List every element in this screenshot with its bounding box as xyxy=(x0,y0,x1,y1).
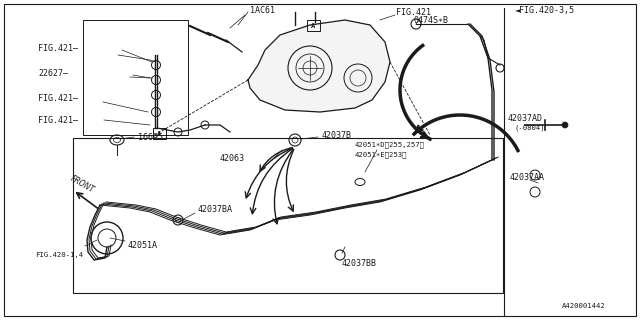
Text: 42051A: 42051A xyxy=(128,241,158,250)
Text: FIG.421—: FIG.421— xyxy=(38,116,78,124)
Text: 42037BB: 42037BB xyxy=(342,259,377,268)
Text: A: A xyxy=(157,131,162,137)
Text: FIG.420-1,4: FIG.420-1,4 xyxy=(35,252,83,258)
Text: 42037B: 42037B xyxy=(322,131,352,140)
Text: 42037BA: 42037BA xyxy=(198,205,233,214)
Text: 42063: 42063 xyxy=(220,154,245,163)
Text: 22627—: 22627— xyxy=(38,68,68,77)
Bar xyxy=(153,128,166,139)
Text: FIG.421—: FIG.421— xyxy=(38,93,78,102)
Text: (-0804): (-0804) xyxy=(515,125,546,131)
Text: A420001442: A420001442 xyxy=(562,303,605,309)
Polygon shape xyxy=(248,20,390,112)
Text: A: A xyxy=(312,22,316,28)
Text: 42051∗E≪253≫: 42051∗E≪253≫ xyxy=(355,152,408,158)
Bar xyxy=(73,138,503,293)
Text: 16695: 16695 xyxy=(138,132,163,141)
Bar xyxy=(83,20,188,135)
Text: 1AC61: 1AC61 xyxy=(250,5,275,14)
Text: 42037AD: 42037AD xyxy=(508,114,543,123)
Text: FIG.421: FIG.421 xyxy=(396,7,431,17)
Text: FIG.421—: FIG.421— xyxy=(38,44,78,52)
Text: 0474S∗B: 0474S∗B xyxy=(413,15,448,25)
Circle shape xyxy=(562,122,568,128)
Text: 42037AA: 42037AA xyxy=(510,172,545,181)
Text: FRONT: FRONT xyxy=(68,174,95,195)
Text: 42051∗D≪255,257≫: 42051∗D≪255,257≫ xyxy=(355,142,425,148)
Bar xyxy=(307,20,320,31)
Text: ◄FIG.420-3,5: ◄FIG.420-3,5 xyxy=(515,5,575,14)
